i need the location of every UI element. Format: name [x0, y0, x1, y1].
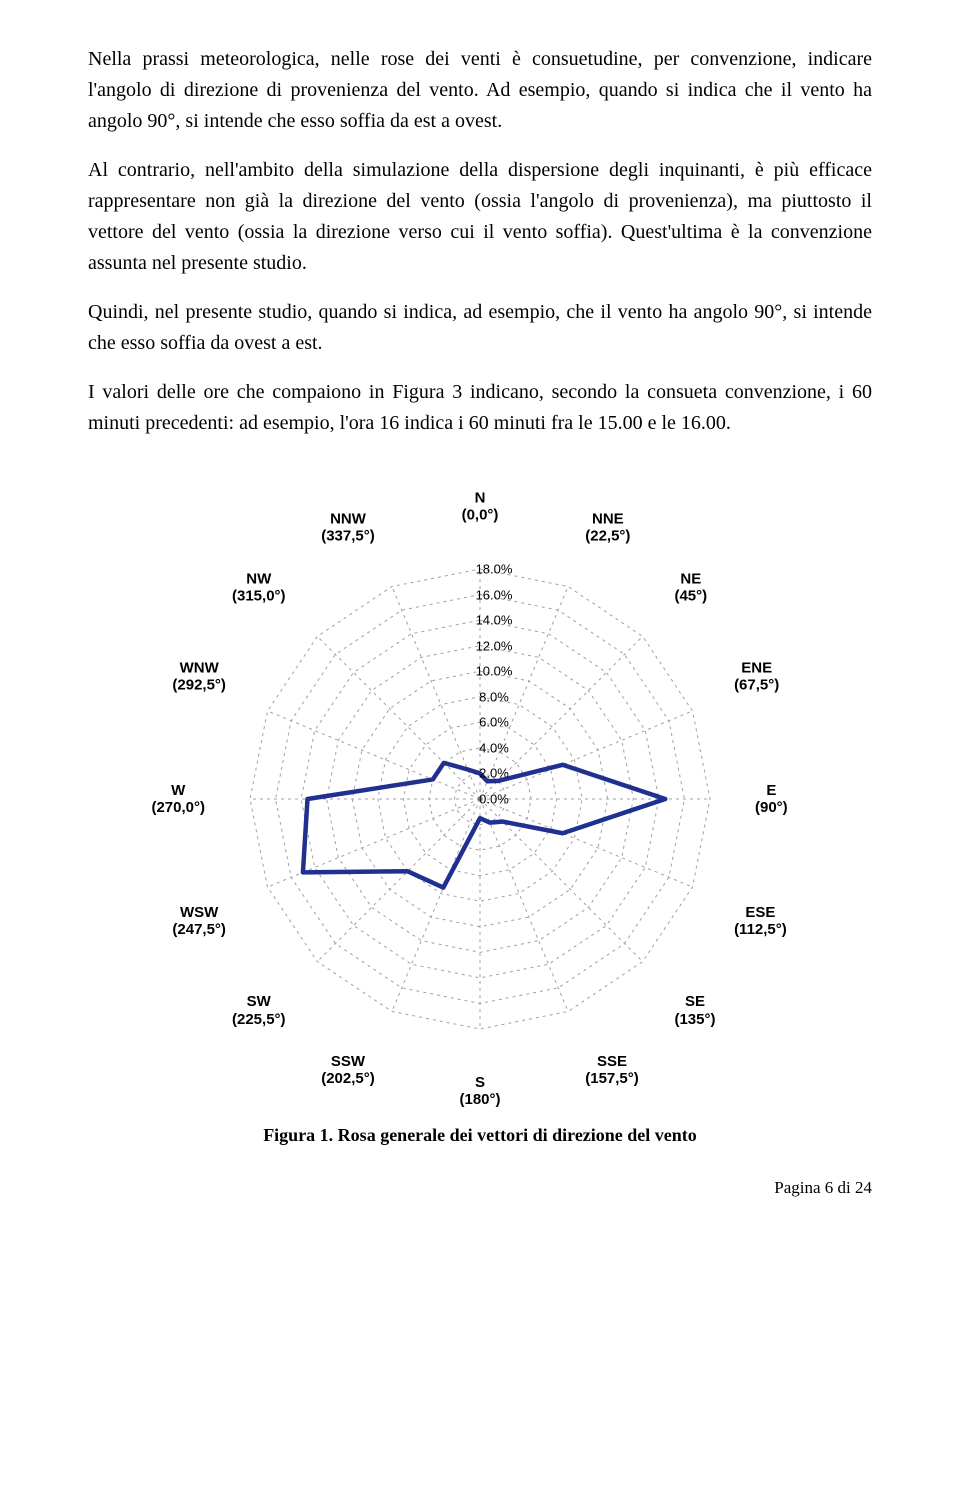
direction-label: ESE(112,5°) [734, 904, 787, 939]
ring-label: 8.0% [479, 689, 509, 704]
direction-label: SW(225,5°) [232, 993, 286, 1028]
ring-label: 4.0% [479, 740, 509, 755]
direction-label: S(180°) [459, 1074, 500, 1109]
direction-label: W(270,0°) [151, 782, 205, 817]
ring-label: 6.0% [479, 715, 509, 730]
paragraph: I valori delle ore che compaiono in Figu… [88, 377, 872, 439]
direction-label: NNE(22,5°) [585, 510, 630, 545]
direction-label: WSW(247,5°) [172, 904, 226, 939]
direction-label: NW(315,0°) [232, 570, 286, 605]
figure-caption: Figura 1. Rosa generale dei vettori di d… [88, 1125, 872, 1146]
paragraph: Nella prassi meteorologica, nelle rose d… [88, 44, 872, 137]
paragraph: Quindi, nel presente studio, quando si i… [88, 297, 872, 359]
ring-label: 18.0% [476, 562, 513, 577]
direction-label: NNW(337,5°) [321, 510, 375, 545]
ring-label: 2.0% [479, 766, 509, 781]
page-footer: Pagina 6 di 24 [88, 1178, 872, 1198]
wind-rose-chart: 18.0% 16.0% 14.0% 12.0% 10.0% 8.0% 6.0% 4.0% 2.0… [160, 479, 800, 1119]
direction-label: E(90°) [755, 782, 788, 817]
direction-label: N(0,0°) [462, 490, 499, 525]
ring-label: 16.0% [476, 587, 513, 602]
ring-label: 0.0% [479, 792, 509, 807]
paragraph: Al contrario, nell'ambito della simulazi… [88, 155, 872, 279]
ring-label: 12.0% [476, 638, 513, 653]
direction-label: WNW(292,5°) [172, 659, 226, 694]
direction-label: SE(135°) [674, 993, 715, 1028]
ring-label: 10.0% [476, 664, 513, 679]
direction-label: SSE(157,5°) [585, 1053, 639, 1088]
direction-label: NE(45°) [674, 570, 707, 605]
direction-label: SSW(202,5°) [321, 1053, 375, 1088]
direction-label: ENE(67,5°) [734, 659, 779, 694]
ring-label: 14.0% [476, 613, 513, 628]
